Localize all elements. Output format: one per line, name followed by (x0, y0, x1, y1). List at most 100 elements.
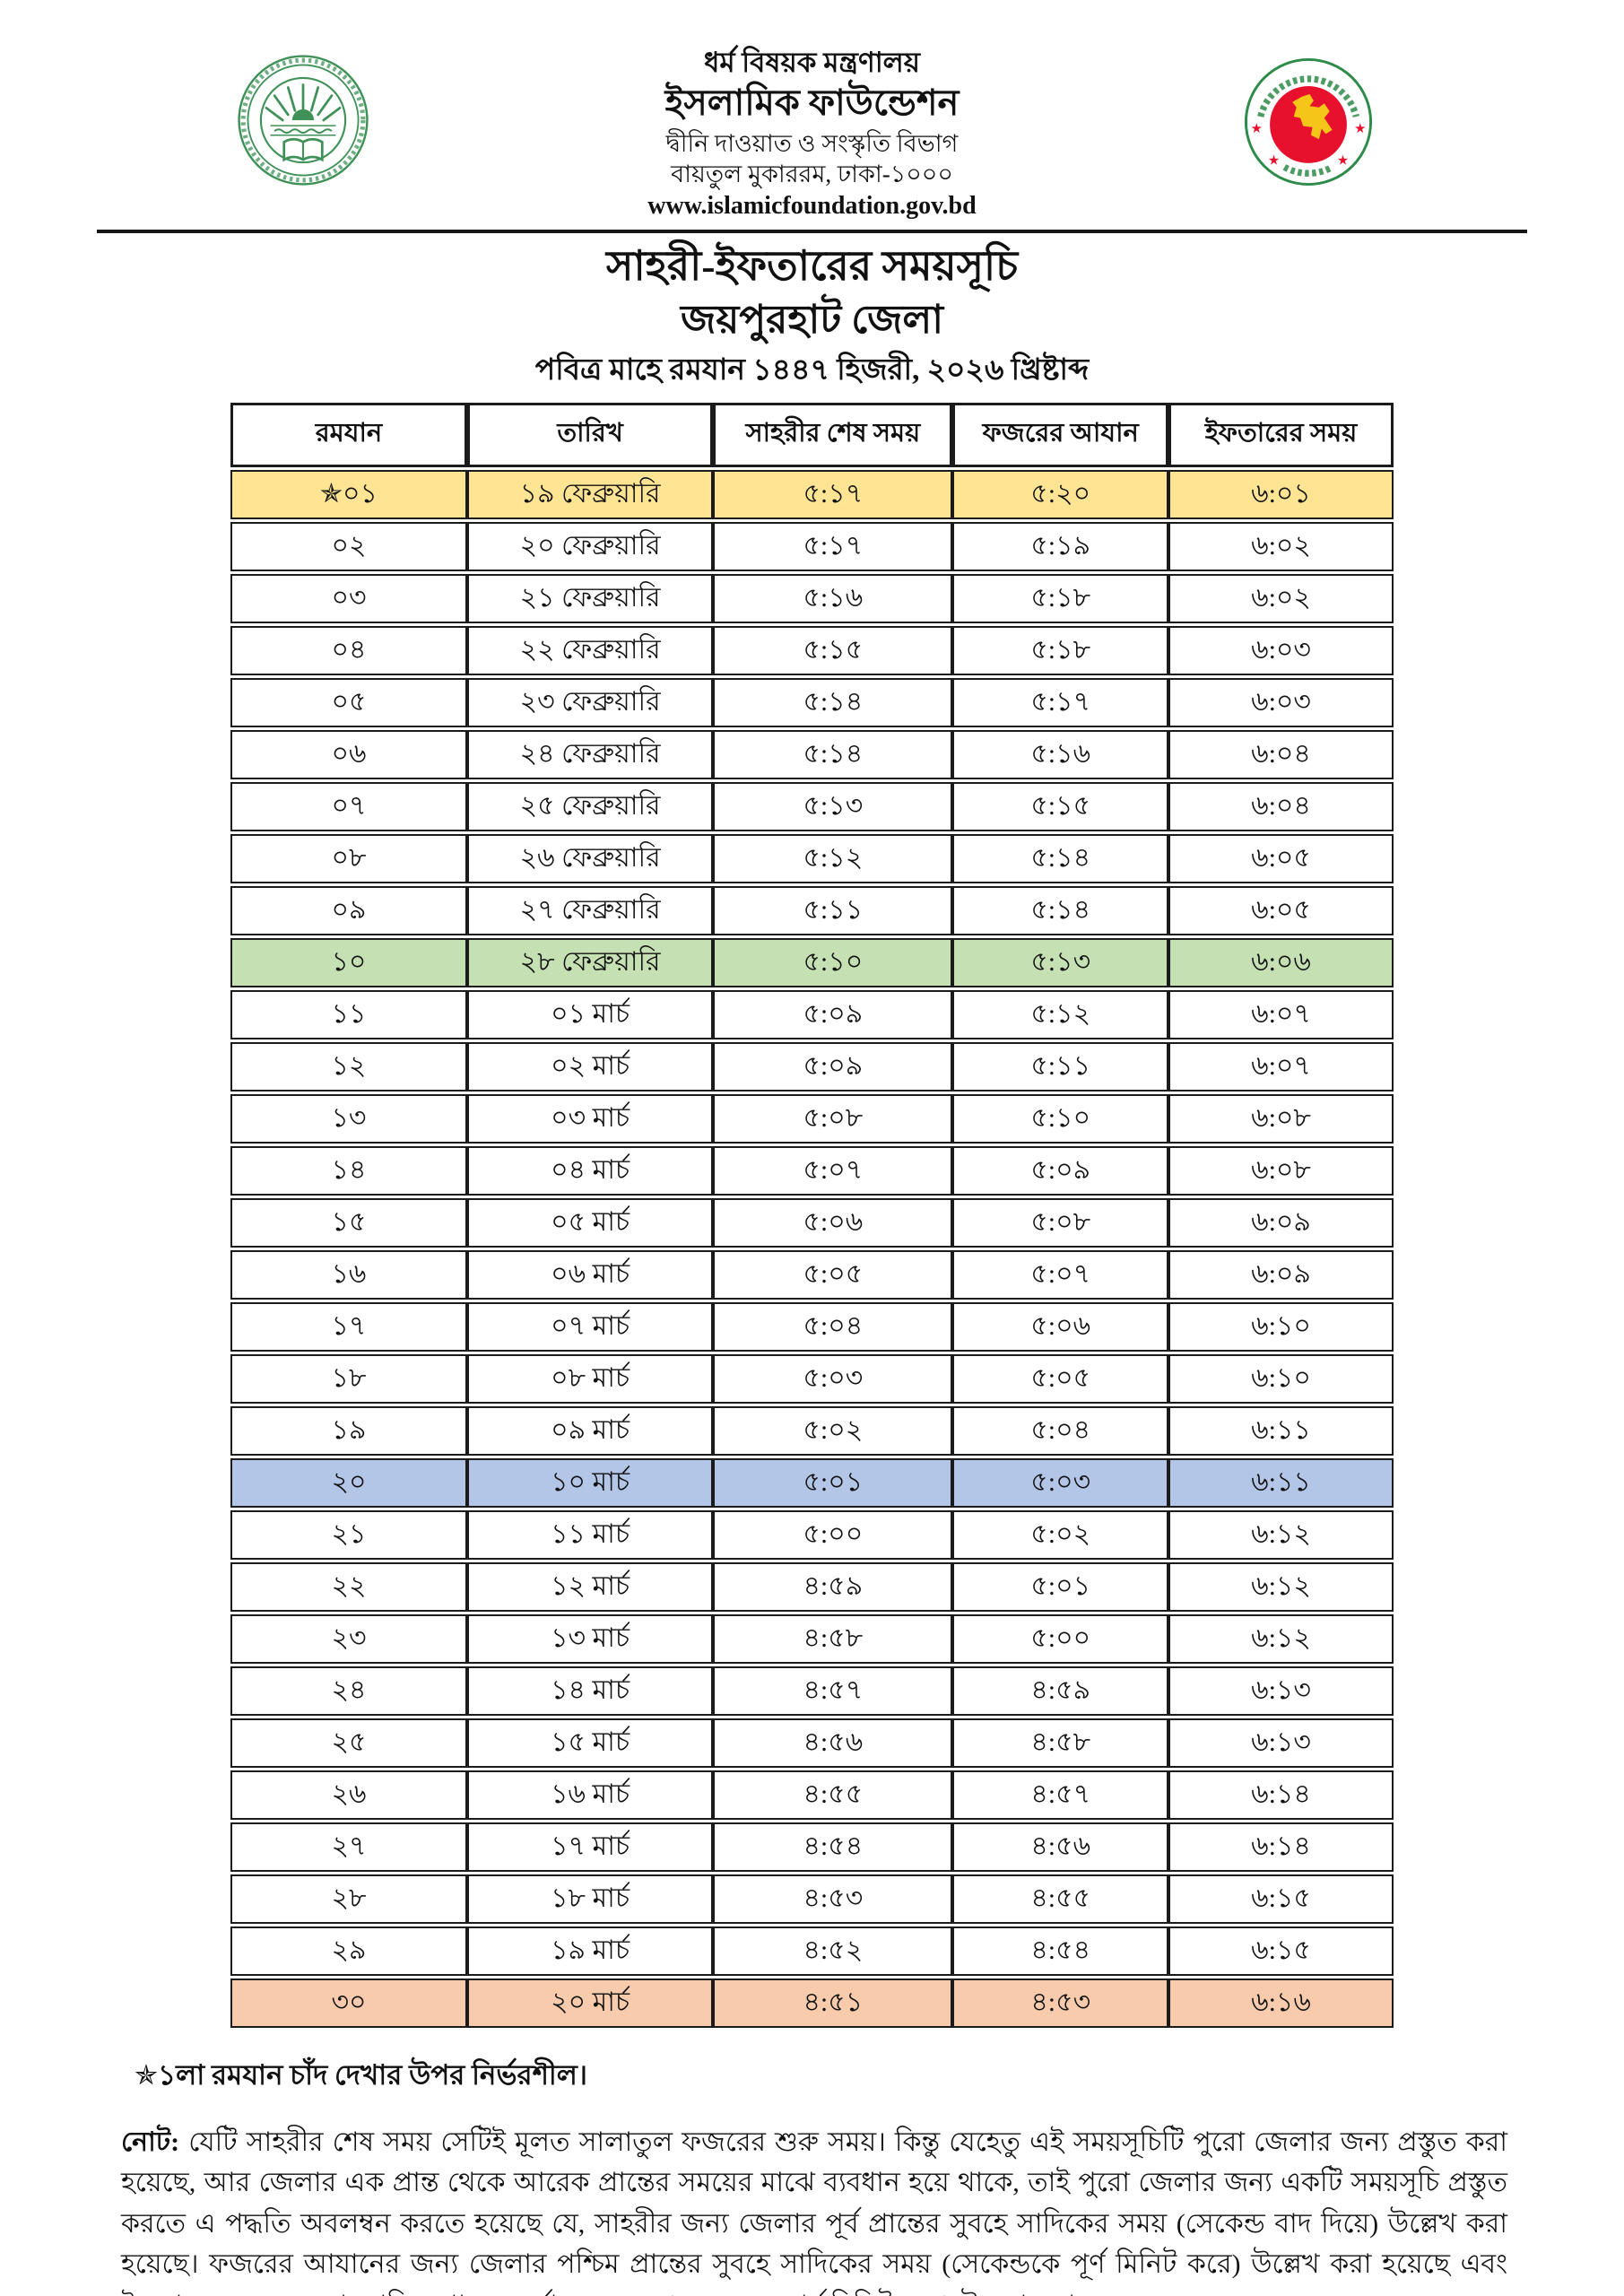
title-block: সাহরী-ইফতারের সময়সূচি জয়পুরহাট জেলা পব… (0, 244, 1624, 387)
table-row: ২৩ ১৩ মার্চ ৪:৫৮ ৫:০০ ৬:১২ (230, 1613, 1394, 1664)
cell-fajr: ৫:০৪ (952, 1405, 1168, 1456)
cell-ramadan: ২৮ (230, 1874, 467, 1924)
cell-iftar: ৬:০৫ (1168, 885, 1394, 935)
cell-fajr: ৫:১৪ (952, 833, 1168, 883)
cell-sehri: ৫:০৬ (713, 1197, 953, 1248)
cell-iftar: ৬:১৬ (1168, 1978, 1394, 2028)
cell-ramadan: ০৫ (230, 677, 467, 727)
cell-sehri: ৫:০১ (713, 1457, 953, 1508)
cell-fajr: ৫:১৩ (952, 937, 1168, 987)
subtitle: পবিত্র মাহে রমযান ১৪৪৭ হিজরী, ২০২৬ খ্রিষ… (534, 354, 1090, 387)
letterhead: ধর্ম বিষয়ক মন্ত্রণালয় ইসলামিক ফাউন্ডেশ… (0, 0, 1624, 221)
cell-date: ২৬ ফেব্রুয়ারি (466, 833, 714, 883)
cell-date: ১৮ মার্চ (466, 1874, 714, 1924)
cell-date: ২৪ ফেব্রুয়ারি (466, 729, 714, 779)
cell-sehri: ৪:৫৯ (713, 1561, 953, 1612)
table-row: ০৩ ২১ ফেব্রুয়ারি ৫:১৬ ৫:১৮ ৬:০২ (230, 573, 1394, 623)
cell-ramadan: ১৩ (230, 1093, 467, 1144)
cell-iftar: ৬:০৯ (1168, 1249, 1394, 1300)
table-row: ০৬ ২৪ ফেব্রুয়ারি ৫:১৪ ৫:১৬ ৬:০৪ (230, 729, 1394, 779)
cell-iftar: ৬:০৫ (1168, 833, 1394, 883)
cell-date: ১৯ মার্চ (466, 1926, 714, 1976)
cell-iftar: ৬:১৪ (1168, 1822, 1394, 1872)
cell-ramadan: ২৫ (230, 1718, 467, 1768)
cell-fajr: ৪:৫৫ (952, 1874, 1168, 1924)
star-note: ✯১লা রমযান চাঁদ দেখার উপর নির্ভরশীল। (135, 2054, 1624, 2100)
note-paragraph: নোট: যেটি সাহরীর শেষ সময় সেটিই মূলত সাল… (121, 2122, 1507, 2296)
cell-date: ০৫ মার্চ (466, 1197, 714, 1248)
cell-fajr: ৫:০২ (952, 1509, 1168, 1560)
cell-iftar: ৬:১২ (1168, 1613, 1394, 1664)
cell-fajr: ৪:৫৮ (952, 1718, 1168, 1768)
cell-date: ২৮ ফেব্রুয়ারি (466, 937, 714, 987)
cell-iftar: ৬:১৪ (1168, 1770, 1394, 1820)
cell-iftar: ৬:০৮ (1168, 1145, 1394, 1196)
cell-fajr: ৫:০৭ (952, 1249, 1168, 1300)
cell-fajr: ৪:৫৯ (952, 1665, 1168, 1716)
cell-fajr: ৫:১৮ (952, 625, 1168, 675)
table-row: ২২ ১২ মার্চ ৪:৫৯ ৫:০১ ৬:১২ (230, 1561, 1394, 1612)
svg-text:★: ★ (1268, 152, 1280, 168)
table-row: ০৯ ২৭ ফেব্রুয়ারি ৫:১১ ৫:১৪ ৬:০৫ (230, 885, 1394, 935)
cell-date: ০৬ মার্চ (466, 1249, 714, 1300)
cell-sehri: ৪:৫৮ (713, 1613, 953, 1664)
cell-sehri: ৪:৫৩ (713, 1874, 953, 1924)
divider-line (97, 230, 1527, 234)
table-row: ১০ ২৮ ফেব্রুয়ারি ৫:১০ ৫:১৩ ৬:০৬ (230, 937, 1394, 987)
letterhead-text: ধর্ম বিষয়ক মন্ত্রণালয় ইসলামিক ফাউন্ডেশ… (0, 47, 1624, 221)
svg-text:★: ★ (1337, 152, 1349, 168)
cell-ramadan: ১৪ (230, 1145, 467, 1196)
table-row: ✯০১ ১৯ ফেব্রুয়ারি ৫:১৭ ৫:২০ ৬:০১ (230, 469, 1394, 519)
timetable-body: ✯০১ ১৯ ফেব্রুয়ারি ৫:১৭ ৫:২০ ৬:০১ ০২ ২০ ফেব্রু… (230, 469, 1394, 2028)
cell-ramadan: ২৯ (230, 1926, 467, 1976)
cell-date: ১১ মার্চ (466, 1509, 714, 1560)
cell-ramadan: ১৫ (230, 1197, 467, 1248)
district-title: জয়পুরহাট জেলা (681, 298, 943, 343)
cell-iftar: ৬:০২ (1168, 521, 1394, 571)
table-row: ০৭ ২৫ ফেব্রুয়ারি ৫:১৩ ৫:১৫ ৬:০৪ (230, 781, 1394, 831)
address-line: বায়তুল মুকাররম, ঢাকা-১০০০ (671, 161, 953, 188)
cell-fajr: ৫:০১ (952, 1561, 1168, 1612)
cell-ramadan: ৩০ (230, 1978, 467, 2028)
cell-iftar: ৬:১০ (1168, 1353, 1394, 1404)
cell-ramadan: ১২ (230, 1041, 467, 1091)
cell-ramadan: ১৭ (230, 1301, 467, 1352)
cell-date: ০৯ মার্চ (466, 1405, 714, 1456)
cell-date: ১০ মার্চ (466, 1457, 714, 1508)
cell-ramadan: ✯০১ (230, 469, 467, 519)
cell-sehri: ৫:০৯ (713, 1041, 953, 1091)
cell-sehri: ৪:৫৭ (713, 1665, 953, 1716)
cell-ramadan: ২০ (230, 1457, 467, 1508)
cell-fajr: ৫:১৯ (952, 521, 1168, 571)
cell-ramadan: ২৩ (230, 1613, 467, 1664)
cell-iftar: ৬:১০ (1168, 1301, 1394, 1352)
table-row: ১৬ ০৬ মার্চ ৫:০৫ ৫:০৭ ৬:০৯ (230, 1249, 1394, 1300)
cell-iftar: ৬:০৪ (1168, 729, 1394, 779)
cell-date: ১৫ মার্চ (466, 1718, 714, 1768)
cell-sehri: ৫:০৮ (713, 1093, 953, 1144)
cell-sehri: ৫:১৩ (713, 781, 953, 831)
cell-fajr: ৫:১১ (952, 1041, 1168, 1091)
cell-date: ২২ ফেব্রুয়ারি (466, 625, 714, 675)
cell-ramadan: ০২ (230, 521, 467, 571)
cell-iftar: ৬:১১ (1168, 1405, 1394, 1456)
note-label: নোট: (121, 2126, 180, 2157)
cell-fajr: ৫:০৫ (952, 1353, 1168, 1404)
cell-ramadan: ১১ (230, 989, 467, 1039)
cell-iftar: ৬:১৫ (1168, 1926, 1394, 1976)
bangladesh-government-logo-icon: ★ ★ ★ ★ (1242, 56, 1375, 188)
cell-fajr: ৫:০৮ (952, 1197, 1168, 1248)
website-url: www.islamicfoundation.gov.bd (647, 192, 977, 221)
table-row: ১১ ০১ মার্চ ৫:০৯ ৫:১২ ৬:০৭ (230, 989, 1394, 1039)
cell-ramadan: ১৮ (230, 1353, 467, 1404)
cell-fajr: ৪:৫৪ (952, 1926, 1168, 1976)
cell-fajr: ৫:০০ (952, 1613, 1168, 1664)
table-row: ০৪ ২২ ফেব্রুয়ারি ৫:১৫ ৫:১৮ ৬:০৩ (230, 625, 1394, 675)
cell-ramadan: ০৮ (230, 833, 467, 883)
column-header-date: তারিখ (466, 402, 714, 467)
cell-iftar: ৬:০৯ (1168, 1197, 1394, 1248)
cell-fajr: ৪:৫৩ (952, 1978, 1168, 2028)
cell-fajr: ৫:১৮ (952, 573, 1168, 623)
cell-iftar: ৬:০১ (1168, 469, 1394, 519)
